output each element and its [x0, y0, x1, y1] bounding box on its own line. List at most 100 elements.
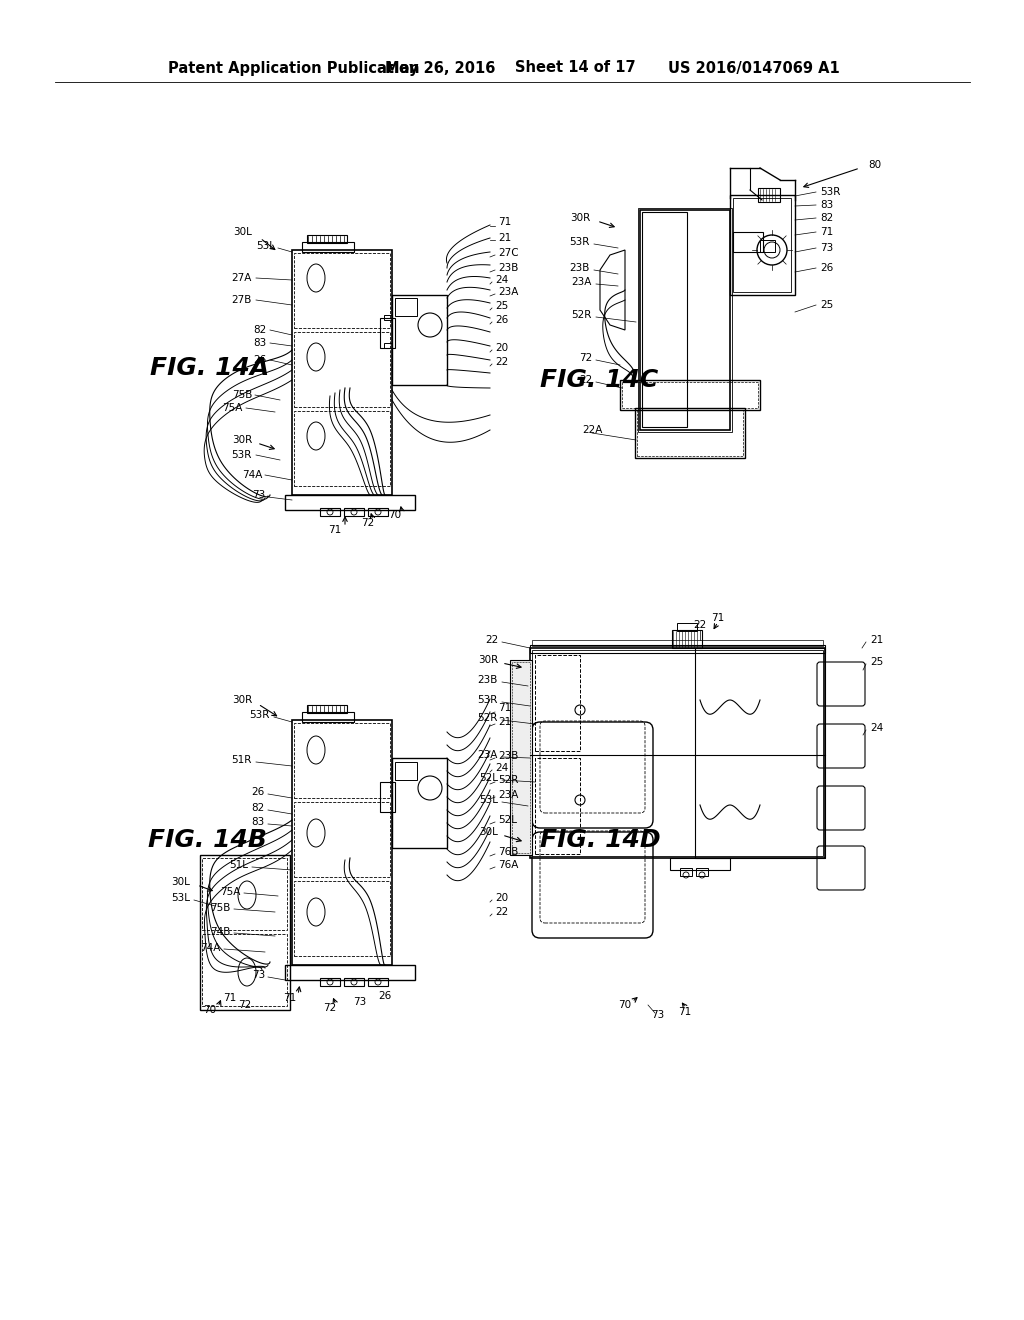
- Bar: [730, 195, 795, 294]
- Text: 73: 73: [252, 970, 265, 979]
- Text: 22: 22: [693, 620, 707, 630]
- Text: 30R: 30R: [569, 213, 590, 223]
- Text: 26: 26: [379, 991, 391, 1001]
- Text: 72: 72: [579, 352, 592, 363]
- Bar: [677, 623, 697, 631]
- Text: 70: 70: [618, 1001, 632, 1010]
- Bar: [319, 508, 340, 516]
- Text: 75B: 75B: [231, 389, 252, 400]
- Text: 23A: 23A: [498, 286, 518, 297]
- Text: 70: 70: [388, 510, 401, 520]
- Bar: [285, 495, 415, 510]
- Text: FIG. 14D: FIG. 14D: [540, 828, 660, 851]
- Bar: [368, 508, 388, 516]
- Bar: [622, 381, 758, 408]
- Text: 26: 26: [495, 315, 508, 325]
- Bar: [530, 645, 825, 653]
- Bar: [532, 640, 823, 645]
- Text: 52R: 52R: [498, 775, 518, 785]
- Text: 74A: 74A: [242, 470, 262, 480]
- Text: 72: 72: [324, 1003, 337, 1012]
- Text: 75A: 75A: [219, 887, 240, 898]
- Text: 23B: 23B: [569, 263, 590, 273]
- Bar: [307, 235, 347, 243]
- Text: 25: 25: [495, 301, 508, 312]
- Text: 22A: 22A: [582, 425, 602, 436]
- Bar: [307, 705, 347, 713]
- Bar: [395, 298, 417, 315]
- Bar: [535, 758, 580, 854]
- Text: 75B: 75B: [210, 903, 230, 913]
- Text: 26: 26: [252, 787, 265, 797]
- Text: 30R: 30R: [231, 696, 252, 705]
- Bar: [733, 198, 791, 292]
- Text: 25: 25: [820, 300, 834, 310]
- Text: 83: 83: [252, 817, 265, 828]
- Bar: [294, 333, 390, 407]
- Text: 24: 24: [870, 723, 884, 733]
- Bar: [530, 648, 825, 858]
- Text: 23B: 23B: [477, 675, 498, 685]
- Text: 21: 21: [870, 635, 884, 645]
- Text: 27B: 27B: [231, 294, 252, 305]
- Text: 52R: 52R: [477, 713, 498, 723]
- Text: 30R: 30R: [478, 655, 498, 665]
- Bar: [758, 187, 780, 202]
- Text: 73: 73: [252, 490, 265, 500]
- Bar: [510, 660, 532, 855]
- Text: 20: 20: [495, 894, 508, 903]
- Text: 53L: 53L: [171, 894, 190, 903]
- Bar: [680, 869, 692, 876]
- Text: 22: 22: [495, 907, 508, 917]
- Text: US 2016/0147069 A1: US 2016/0147069 A1: [668, 61, 840, 75]
- Bar: [696, 869, 708, 876]
- Text: 52R: 52R: [571, 310, 592, 319]
- Text: 74B: 74B: [210, 927, 230, 937]
- Bar: [285, 965, 415, 979]
- Bar: [344, 978, 364, 986]
- Text: 26: 26: [254, 355, 267, 366]
- Text: 52L: 52L: [498, 814, 517, 825]
- Text: 71: 71: [284, 993, 297, 1003]
- Bar: [642, 213, 687, 426]
- Text: 70: 70: [204, 1005, 216, 1015]
- Text: 22: 22: [579, 375, 592, 385]
- Bar: [535, 655, 580, 751]
- Bar: [202, 858, 287, 931]
- Text: 71: 71: [223, 993, 237, 1003]
- Text: 51R: 51R: [231, 755, 252, 766]
- Text: 21: 21: [498, 717, 511, 727]
- Text: 53R: 53R: [477, 696, 498, 705]
- Text: 52L: 52L: [479, 774, 498, 783]
- Bar: [512, 663, 530, 853]
- Bar: [638, 209, 732, 432]
- Text: 30L: 30L: [479, 828, 498, 837]
- Text: 23B: 23B: [498, 263, 518, 273]
- Text: 76A: 76A: [498, 861, 518, 870]
- Text: 21: 21: [498, 234, 511, 243]
- Text: 75A: 75A: [221, 403, 242, 413]
- Text: 74A: 74A: [200, 942, 220, 953]
- Text: Sheet 14 of 17: Sheet 14 of 17: [515, 61, 636, 75]
- Text: Patent Application Publication: Patent Application Publication: [168, 61, 420, 75]
- Text: 82: 82: [252, 803, 265, 813]
- Text: 53L: 53L: [479, 795, 498, 805]
- Text: 27A: 27A: [231, 273, 252, 282]
- Bar: [695, 648, 825, 858]
- Text: 53R: 53R: [231, 450, 252, 459]
- Bar: [294, 411, 390, 486]
- Bar: [620, 380, 760, 411]
- Text: 53L: 53L: [256, 242, 275, 251]
- Bar: [294, 803, 390, 876]
- Text: May 26, 2016: May 26, 2016: [385, 61, 496, 75]
- Bar: [392, 294, 447, 385]
- Text: 82: 82: [820, 213, 834, 223]
- Bar: [670, 858, 730, 870]
- Text: 76B: 76B: [498, 847, 518, 857]
- Text: 24: 24: [495, 763, 508, 774]
- Bar: [384, 315, 392, 319]
- Text: 25: 25: [870, 657, 884, 667]
- Bar: [200, 855, 290, 1010]
- Text: 53R: 53R: [820, 187, 841, 197]
- Text: 22: 22: [495, 356, 508, 367]
